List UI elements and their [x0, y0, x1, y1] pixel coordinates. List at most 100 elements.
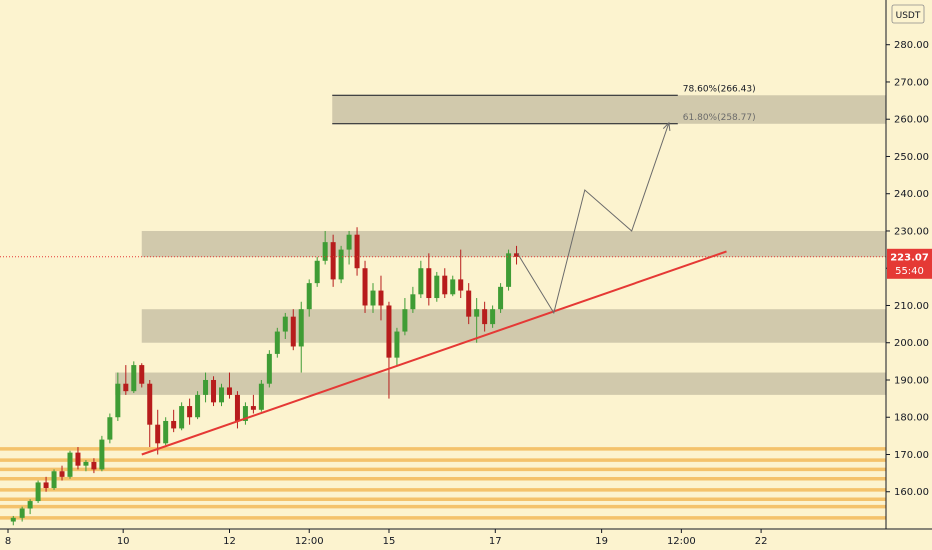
y-tick-label-10: 260.00 — [894, 115, 929, 126]
candle-45 — [370, 283, 376, 313]
candle-37 — [306, 279, 312, 317]
price-tag-value: 223.07 — [890, 252, 929, 263]
candle-8 — [75, 447, 81, 470]
candle-63 — [514, 245, 520, 265]
candle-1 — [19, 506, 25, 522]
candle-49 — [402, 298, 408, 336]
candle-16 — [139, 363, 145, 388]
y-tick-label-1: 170.00 — [894, 450, 929, 461]
candle-39 — [322, 230, 328, 265]
candle-0 — [10, 515, 16, 526]
candle-25 — [211, 376, 217, 407]
candle-9 — [83, 460, 89, 472]
candle-2 — [27, 499, 33, 515]
trendline-group — [141, 250, 727, 456]
zone-0 — [332, 95, 886, 124]
candle-60 — [490, 305, 496, 328]
candle-12 — [107, 413, 113, 444]
candle-5 — [51, 469, 57, 490]
candle-20 — [171, 409, 177, 433]
x-tick-label-6: 19 — [595, 536, 608, 547]
candle-59 — [482, 301, 488, 332]
currency-box[interactable] — [891, 4, 925, 24]
candle-54 — [442, 268, 448, 299]
candle-27 — [226, 372, 232, 399]
candle-48 — [394, 327, 400, 366]
candle-46 — [378, 275, 384, 321]
candle-10 — [91, 458, 97, 474]
candle-50 — [410, 286, 416, 313]
x-tick-label-5: 17 — [489, 536, 502, 547]
candle-17 — [147, 379, 153, 448]
candle-23 — [195, 391, 201, 420]
candle-24 — [203, 372, 209, 403]
fib-label-1: 61.80%(258.77) — [683, 113, 756, 123]
candle-3 — [35, 480, 41, 503]
x-tick-label-4: 15 — [383, 536, 396, 547]
trendline — [141, 250, 727, 456]
candle-19 — [163, 417, 169, 446]
candle-44 — [362, 260, 368, 313]
candle-55 — [450, 275, 456, 297]
projection-path — [516, 122, 670, 315]
candle-38 — [314, 257, 320, 287]
candle-40 — [330, 234, 336, 287]
zone-1 — [141, 230, 886, 258]
candle-41 — [338, 245, 344, 284]
price-tag-countdown: 55:40 — [895, 266, 924, 277]
candle-34 — [282, 312, 288, 340]
candle-14 — [123, 365, 129, 395]
candle-43 — [354, 227, 360, 276]
time-axis[interactable]: 8 10 12 12:00 15 17 19 12:00 22 — [5, 529, 768, 547]
candle-33 — [274, 327, 280, 358]
candle-47 — [386, 301, 392, 399]
candle-6 — [59, 465, 65, 481]
candle-4 — [43, 476, 49, 492]
y-tick-label-3: 190.00 — [894, 375, 929, 386]
candle-62 — [506, 249, 512, 291]
y-tick-label-4: 200.00 — [894, 338, 929, 349]
candle-61 — [498, 283, 504, 313]
y-tick-label-8: 240.00 — [894, 189, 929, 200]
candle-42 — [346, 230, 352, 265]
fib-levels: 78.60%(266.43) 61.80%(258.77) — [332, 84, 756, 125]
candle-26 — [219, 383, 224, 407]
candle-52 — [426, 253, 432, 306]
price-tag: 223.07 55:40 — [887, 248, 932, 279]
candle-11 — [99, 435, 105, 472]
candle-57 — [466, 283, 472, 325]
y-tick-label-12: 280.00 — [894, 40, 929, 51]
candle-31 — [258, 379, 264, 412]
candle-51 — [418, 260, 424, 299]
x-tick-label-3: 12:00 — [295, 536, 324, 547]
price-tag-box — [887, 248, 932, 279]
y-tick-label-2: 180.00 — [894, 413, 929, 424]
projection-arrowhead — [662, 121, 671, 131]
candle-13 — [115, 372, 121, 421]
y-tick-label-7: 230.00 — [894, 226, 929, 237]
x-tick-label-7: 12:00 — [667, 536, 696, 547]
candle-35 — [290, 309, 296, 351]
y-tick-label-5: 210.00 — [894, 301, 929, 312]
candle-36 — [298, 301, 304, 373]
candle-30 — [250, 394, 256, 414]
candle-22 — [187, 398, 193, 425]
projection-group — [516, 121, 671, 315]
x-tick-label-0: 8 — [5, 536, 11, 547]
x-tick-label-1: 10 — [117, 536, 130, 547]
candle-29 — [242, 402, 248, 425]
candle-32 — [266, 350, 272, 388]
y-tick-label-0: 160.00 — [894, 487, 929, 498]
currency-label: USDT — [896, 11, 921, 21]
candle-7 — [67, 450, 73, 479]
candle-58 — [474, 298, 480, 343]
candle-53 — [434, 271, 440, 302]
y-tick-label-9: 250.00 — [894, 152, 929, 163]
y-tick-label-11: 270.00 — [894, 77, 929, 88]
fib-label-0: 78.60%(266.43) — [683, 84, 756, 94]
x-tick-label-8: 22 — [755, 536, 768, 547]
candle-18 — [155, 409, 161, 455]
support-lines — [0, 447, 886, 520]
